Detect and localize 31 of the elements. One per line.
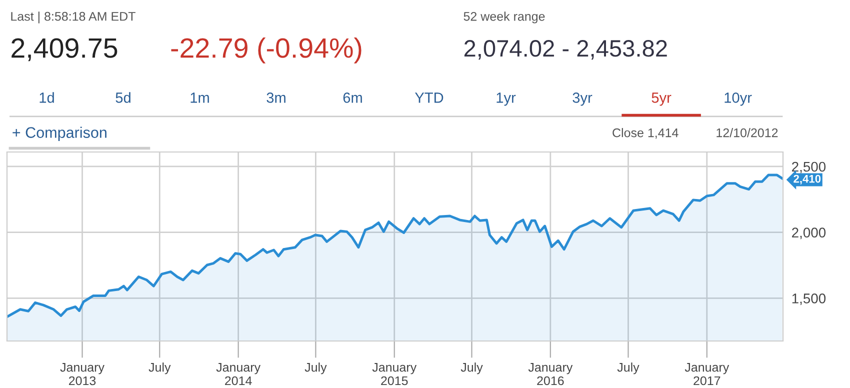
text: 3yr	[572, 92, 592, 106]
text: 12/10/2012	[716, 128, 778, 138]
text: 1d	[40, 92, 54, 103]
text: 1m	[190, 92, 209, 103]
text: 3m	[266, 92, 286, 103]
y-tick-label: 1,500	[792, 294, 826, 306]
text: 10yr	[724, 92, 752, 106]
x-tick-label: January 2015	[372, 362, 417, 386]
text: YTD	[414, 92, 444, 103]
x-tick-label: July	[148, 362, 171, 374]
x-tick-label: January 2017	[684, 362, 730, 386]
y-tick-label: 2,000	[792, 228, 826, 240]
text: Last | 8:58:18 AM EDT	[11, 12, 136, 24]
text: 6m	[343, 92, 362, 103]
text: 2,409.75	[12, 38, 118, 62]
text: 2,074.02 - 2,453.82	[464, 40, 667, 60]
y-tick-label: 2,500	[792, 162, 826, 174]
text: + Comparison	[12, 126, 106, 141]
x-tick-label: January 2013	[60, 362, 104, 386]
x-tick-label: January 2016	[528, 362, 573, 386]
text: Close 1,414	[612, 128, 678, 139]
text: 52 week range	[464, 12, 545, 24]
text: 1yr	[496, 92, 516, 106]
text: 5d	[116, 92, 130, 103]
x-tick-label: July	[304, 362, 327, 374]
x-tick-label: July	[460, 362, 483, 374]
text: -22.79 (-0.94%)	[171, 37, 362, 64]
text: 5yr	[652, 92, 672, 106]
x-tick-label: July	[617, 362, 640, 374]
annotation: 2,410	[794, 174, 821, 184]
x-tick-label: January 2014	[216, 362, 261, 386]
